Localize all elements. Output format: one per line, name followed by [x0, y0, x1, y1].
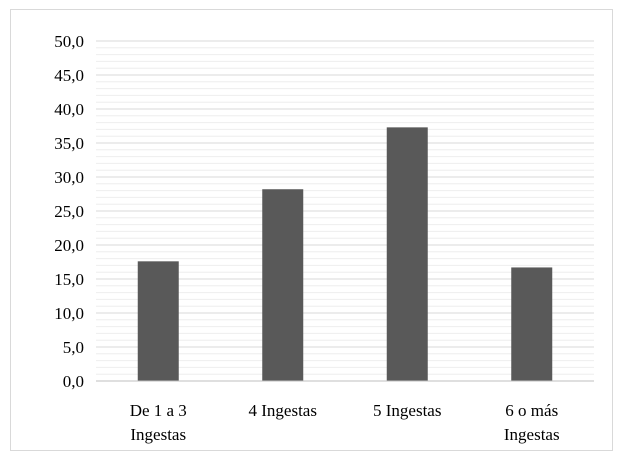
y-tick-label: 5,0	[63, 338, 84, 357]
x-category-label-line: Ingestas	[130, 425, 186, 444]
y-tick-label: 10,0	[54, 304, 84, 323]
y-tick-label: 30,0	[54, 168, 84, 187]
y-tick-label: 0,0	[63, 372, 84, 391]
x-category-label: De 1 a 3 Ingestas	[130, 401, 187, 444]
x-category-label-line: De 1 a 3	[130, 401, 187, 420]
x-category-label-line: Ingestas	[504, 425, 560, 444]
x-category-label: 5 Ingestas	[373, 401, 441, 420]
y-tick-label: 15,0	[54, 270, 84, 289]
x-category-label: 6 o más Ingestas	[504, 401, 560, 444]
x-category-label-line: 4 Ingestas	[249, 401, 317, 420]
bar-3	[386, 127, 428, 381]
y-tick-label: 45,0	[54, 66, 84, 85]
y-tick-label: 25,0	[54, 202, 84, 221]
y-tick-label: 50,0	[54, 32, 84, 51]
x-category-label-line: 5 Ingestas	[373, 401, 441, 420]
bar-2	[262, 189, 304, 381]
y-tick-label: 40,0	[54, 100, 84, 119]
x-category-label: 4 Ingestas	[249, 401, 317, 420]
bar-1	[137, 261, 179, 381]
y-tick-label: 35,0	[54, 134, 84, 153]
bar-4	[511, 267, 553, 381]
x-category-label-line: 6 o más	[505, 401, 558, 420]
y-tick-label: 20,0	[54, 236, 84, 255]
